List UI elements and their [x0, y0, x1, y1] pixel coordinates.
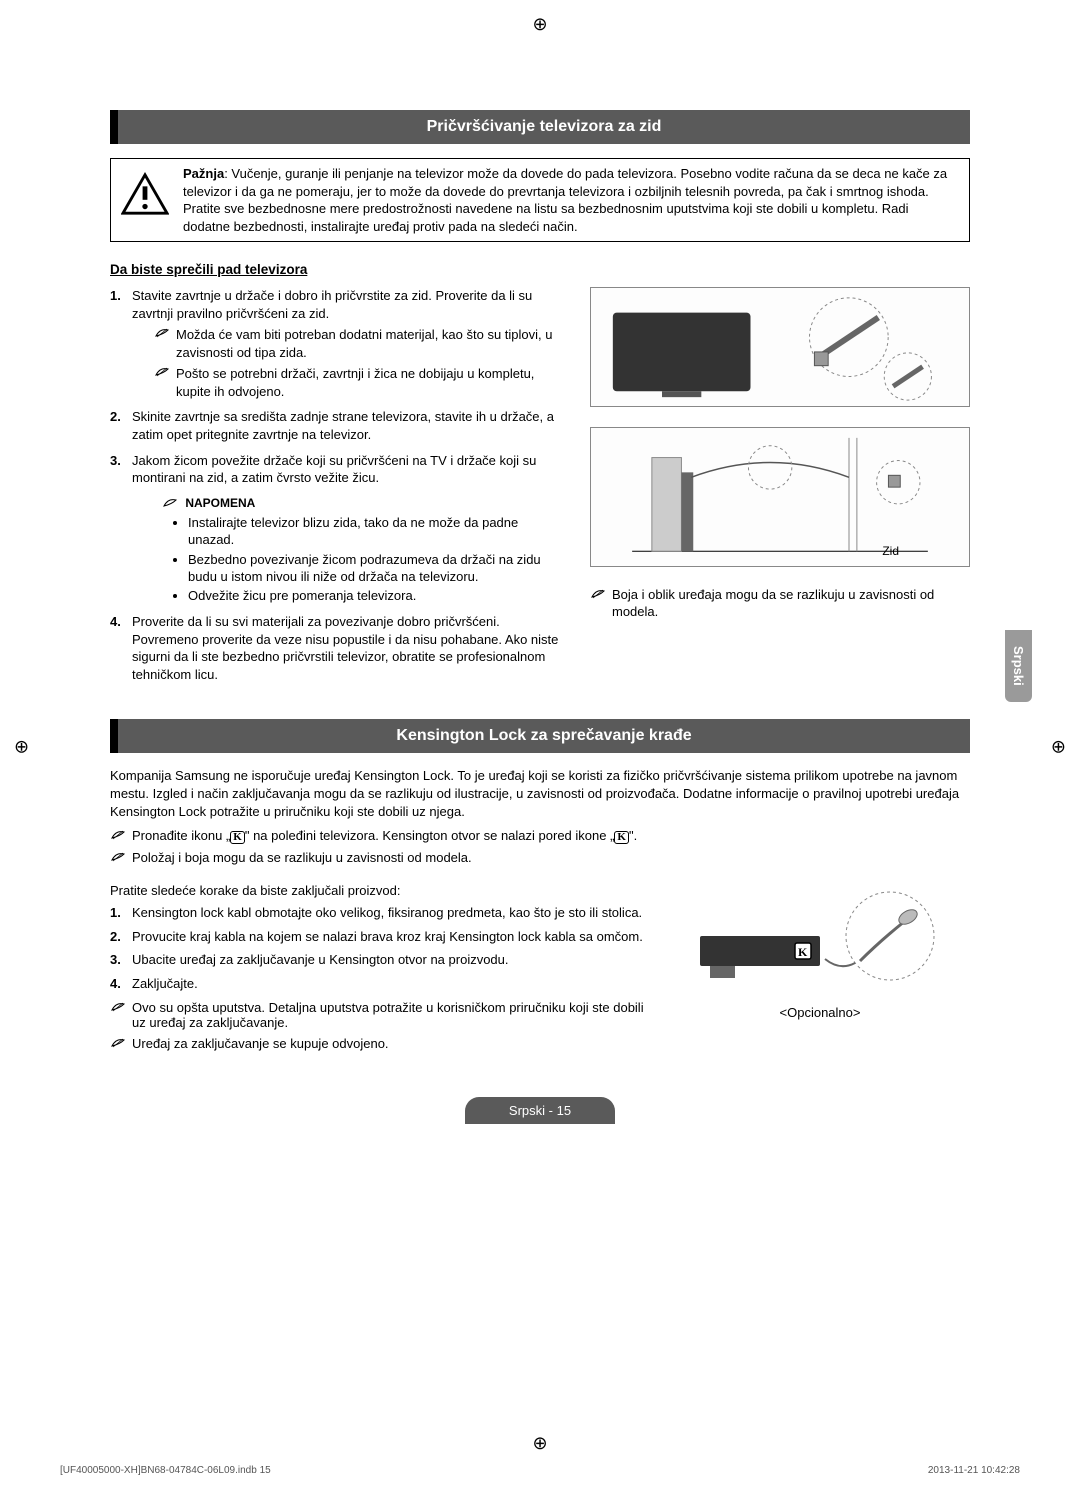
step-3-text: Jakom žicom povežite držače koji su prič… [132, 453, 536, 486]
page-footer-bar: Srpski - 15 [465, 1097, 615, 1124]
note-icon [110, 850, 126, 864]
diagram-label-wall: Zid [882, 544, 899, 558]
kensington-row: Pratite sledeće korake da biste zaključa… [110, 871, 970, 1057]
note-bullets: Instalirajte televizor blizu zida, tako … [188, 515, 560, 605]
warning-bold: Pažnja [183, 166, 224, 181]
step-1-text: Stavite zavrtnje u držače i dobro ih pri… [132, 288, 532, 321]
warning-body: : Vučenje, guranje ili penjanje na telev… [183, 166, 947, 234]
diagram-wall-mount-top [590, 287, 970, 407]
kensington-left: Pratite sledeće korake da biste zaključa… [110, 871, 650, 1057]
kensington-icon: K [230, 831, 245, 844]
print-footer-right: 2013-11-21 10:42:28 [928, 1465, 1020, 1476]
note-general-instructions: Ovo su opšta uputstva. Detaljna uputstva… [132, 1000, 650, 1030]
list-item: Kensington lock kabl obmotajte oko velik… [110, 904, 650, 922]
section-1-right: Zid Boja i oblik uređaja mogu da se razl… [590, 287, 970, 691]
list-item: Zaključajte. [110, 975, 650, 993]
mount-steps-list: Stavite zavrtnje u držače i dobro ih pri… [110, 287, 560, 683]
note-label-text: NAPOMENA [185, 496, 255, 510]
bullet-item: Bezbedno povezivanje žicom podrazumeva d… [188, 552, 560, 586]
inline-note: Položaj i boja mogu da se razlikuju u za… [110, 850, 970, 865]
section-1-row: Stavite zavrtnje u držače i dobro ih pri… [110, 287, 970, 691]
print-footer: [UF40005000-XH]BN68-04784C-06L09.indb 15… [60, 1465, 1020, 1476]
n1c: ". [629, 828, 637, 843]
note-sold-separately: Uređaj za zaključavanje se kupuje odvoje… [132, 1036, 389, 1051]
list-item: Provucite kraj kabla na kojem se nalazi … [110, 928, 650, 946]
optional-label: <Opcionalno> [670, 1005, 970, 1020]
list-item: Proverite da li su svi materijali za pov… [110, 613, 560, 683]
inline-note: Pronađite ikonu „K" na poleđini televizo… [110, 828, 970, 844]
note-icon [110, 1000, 126, 1014]
subheading-prevent-fall: Da biste sprečili pad televizora [110, 262, 970, 277]
kensington-steps-list: Kensington lock kabl obmotajte oko velik… [110, 904, 650, 992]
inline-note: Uređaj za zaključavanje se kupuje odvoje… [110, 1036, 650, 1051]
note-label: NAPOMENA [162, 495, 560, 511]
note-icon [162, 496, 178, 510]
section-1-left: Stavite zavrtnje u držače i dobro ih pri… [110, 287, 560, 691]
list-item: Skinite zavrtnje sa središta zadnje stra… [110, 408, 560, 443]
note-icon [110, 1036, 126, 1050]
kensington-right: K <Opcionalno> [670, 871, 970, 1057]
note-icon [110, 828, 126, 842]
note-find-icon: Pronađite ikonu „K" na poleđini televizo… [132, 828, 637, 844]
warning-text: Pažnja: Vučenje, guranje ili penjanje na… [183, 165, 959, 235]
warning-box: Pažnja: Vučenje, guranje ili penjanje na… [110, 158, 970, 242]
page-content: Pričvršćivanje televizora za zid Pažnja:… [0, 0, 1080, 1164]
note-icon [590, 587, 606, 601]
note-icon [154, 326, 170, 340]
list-item: Ubacite uređaj za zaključavanje u Kensin… [110, 951, 650, 969]
kensington-diagram: K [690, 881, 970, 1001]
diagram-wall-mount-bottom: Zid [590, 427, 970, 567]
svg-text:K: K [798, 945, 808, 959]
print-footer-left: [UF40005000-XH]BN68-04784C-06L09.indb 15 [60, 1465, 271, 1476]
note-item: Možda će vam biti potreban dodatni mater… [154, 326, 560, 361]
n1a: Pronađite ikonu „ [132, 828, 230, 843]
inline-note: Ovo su opšta uputstva. Detaljna uputstva… [110, 1000, 650, 1030]
bullet-item: Instalirajte televizor blizu zida, tako … [188, 515, 560, 549]
note-item: Pošto se potrebni držači, zavrtnji i žic… [154, 365, 560, 400]
kensington-intro: Kompanija Samsung ne isporučuje uređaj K… [110, 767, 970, 820]
note-position-color: Položaj i boja mogu da se razlikuju u za… [132, 850, 472, 865]
bullet-item: Odvežite žicu pre pomeranja televizora. [188, 588, 560, 605]
list-item: Stavite zavrtnje u držače i dobro ih pri… [110, 287, 560, 400]
note-icon [154, 365, 170, 379]
list-item: Jakom žicom povežite držače koji su prič… [110, 452, 560, 606]
section-1-header: Pričvršćivanje televizora za zid [110, 110, 970, 144]
n1b: " na poleđini televizora. Kensington otv… [245, 828, 615, 843]
note-1-text: Možda će vam biti potreban dodatni mater… [176, 326, 560, 361]
section-2-header: Kensington Lock za sprečavanje krađe [110, 719, 970, 753]
model-variation-note: Boja i oblik uređaja mogu da se razlikuj… [590, 587, 970, 621]
warning-icon [121, 171, 169, 219]
reg-mark-bottom: ⊕ [532, 1433, 547, 1454]
note-2-text: Pošto se potrebni držači, zavrtnji i žic… [176, 365, 560, 400]
kensington-icon: K [614, 831, 629, 844]
model-note-text: Boja i oblik uređaja mogu da se razlikuj… [612, 587, 970, 621]
follow-steps-text: Pratite sledeće korake da biste zaključa… [110, 883, 650, 898]
